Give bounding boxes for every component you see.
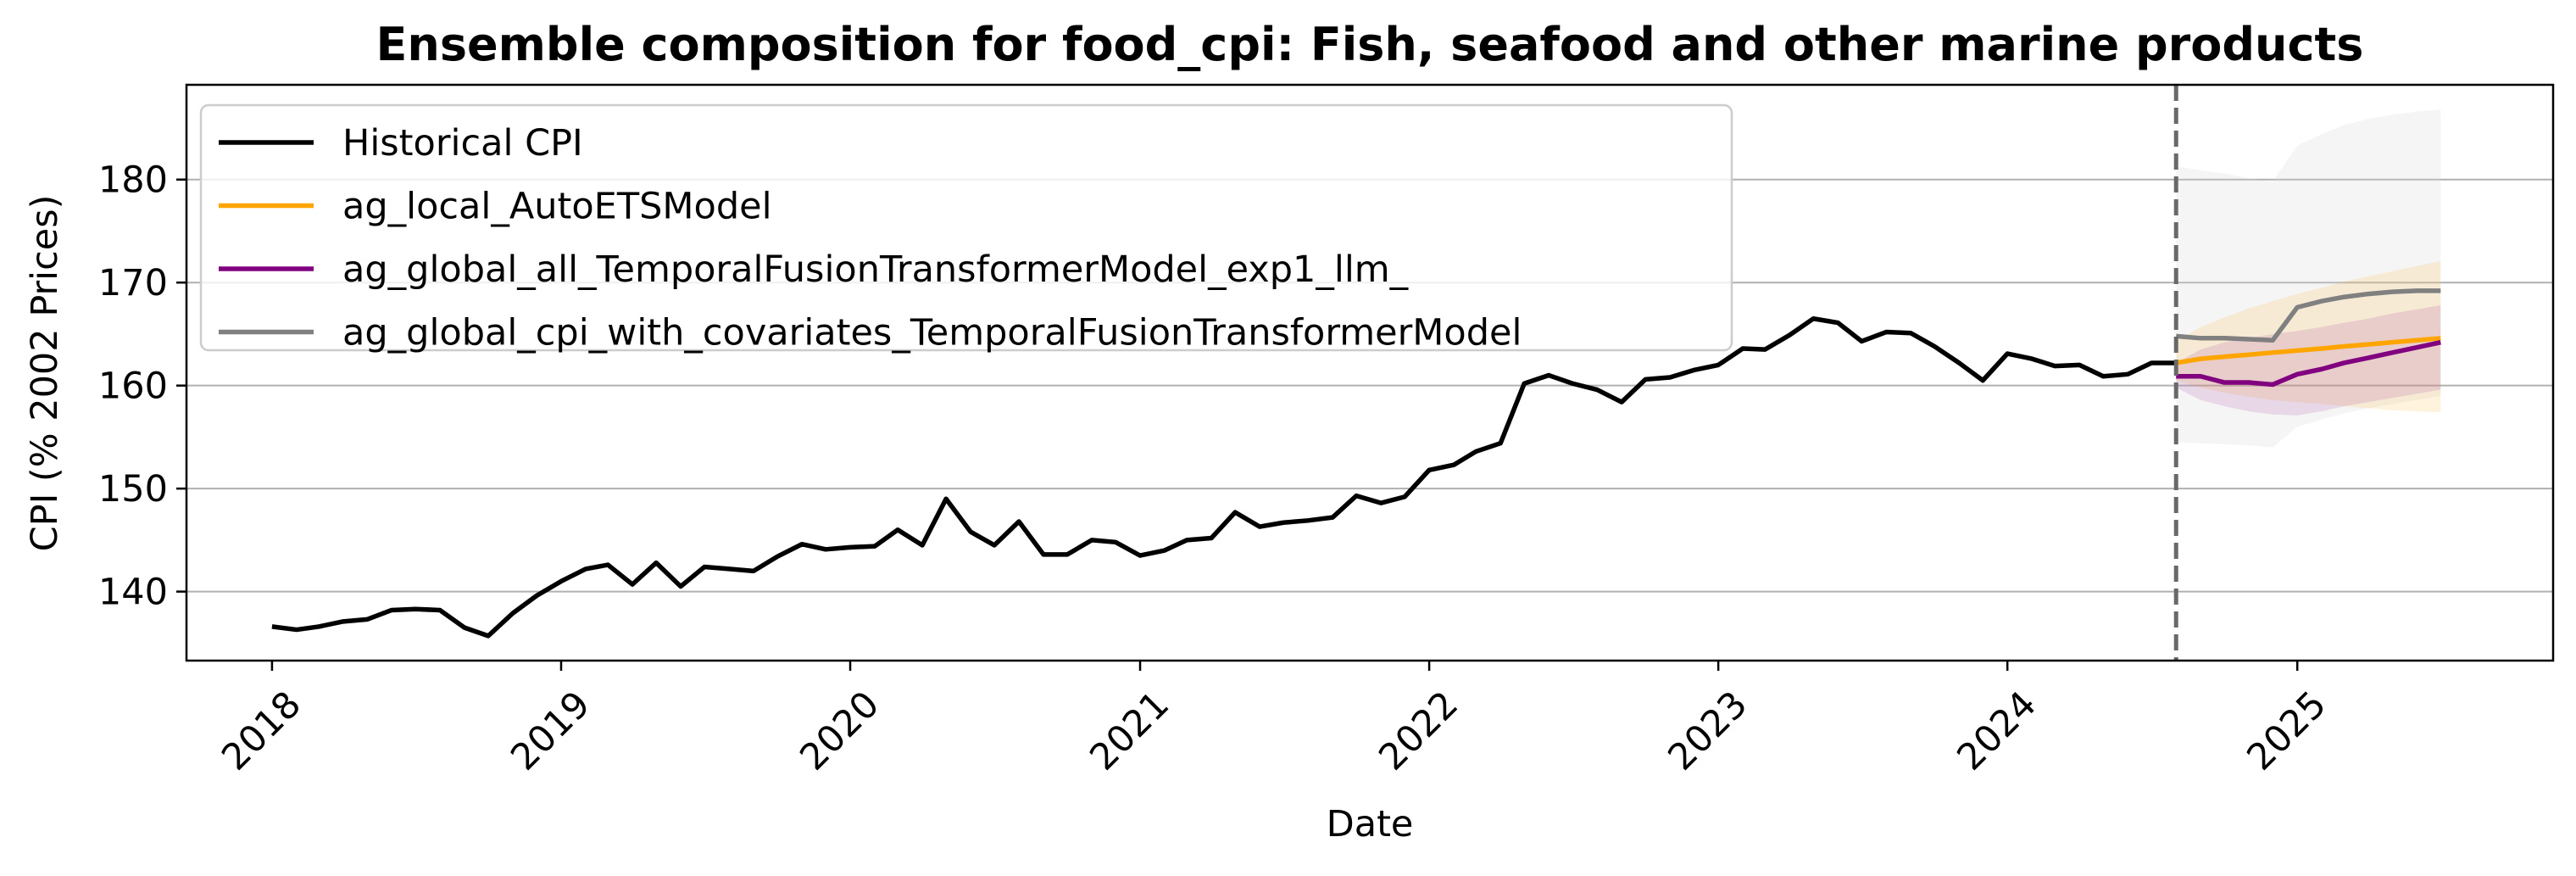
y-tick-label: 170 [98, 262, 168, 304]
y-axis-ticks: 140 150 160 170 180 [98, 159, 186, 614]
x-axis-ticks: 2018 2019 2020 2021 2022 2023 2024 2025 [214, 661, 2334, 778]
x-tick-label: 2019 [503, 684, 598, 779]
x-tick-label: 2025 [2239, 684, 2335, 779]
x-tick-label: 2018 [214, 684, 309, 779]
plot-frame [185, 83, 2555, 662]
series-line [271, 315, 2177, 639]
legend-box [199, 103, 1733, 352]
x-axis-label: Date [1327, 803, 1414, 845]
y-tick-label: 180 [98, 159, 168, 202]
y-tick-label: 150 [98, 468, 168, 511]
x-tick-label: 2023 [1661, 684, 1756, 779]
x-tick-label: 2020 [792, 684, 887, 779]
series-line [2175, 336, 2441, 365]
legend-label: Historical CPI [342, 122, 583, 165]
y-tick-label: 160 [98, 365, 168, 408]
forecast-band [2176, 109, 2441, 448]
legend-label: ag_global_all_TemporalFusionTransformerM… [342, 248, 1409, 291]
series-line [2176, 339, 2441, 388]
forecast-band [2176, 260, 2441, 413]
y-axis-label: CPI (% 2002 Prices) [24, 195, 66, 552]
x-tick-label: 2022 [1371, 684, 1466, 779]
forecast-bands [2176, 109, 2441, 448]
legend-label: ag_local_AutoETSModel [342, 186, 772, 228]
legend-label: ag_global_cpi_with_covariates_TemporalFu… [342, 312, 1522, 354]
y-tick-label: 140 [98, 572, 168, 614]
series-lines [271, 288, 2441, 639]
forecast-band [2176, 304, 2441, 416]
legend: Historical CPI ag_local_AutoETSModel ag_gl… [199, 103, 1733, 354]
series-line [2175, 288, 2441, 343]
x-tick-label: 2024 [1950, 684, 2045, 779]
x-tick-label: 2021 [1082, 684, 1177, 779]
chart-title: Ensemble composition for food_cpi: Fish,… [376, 18, 2364, 71]
